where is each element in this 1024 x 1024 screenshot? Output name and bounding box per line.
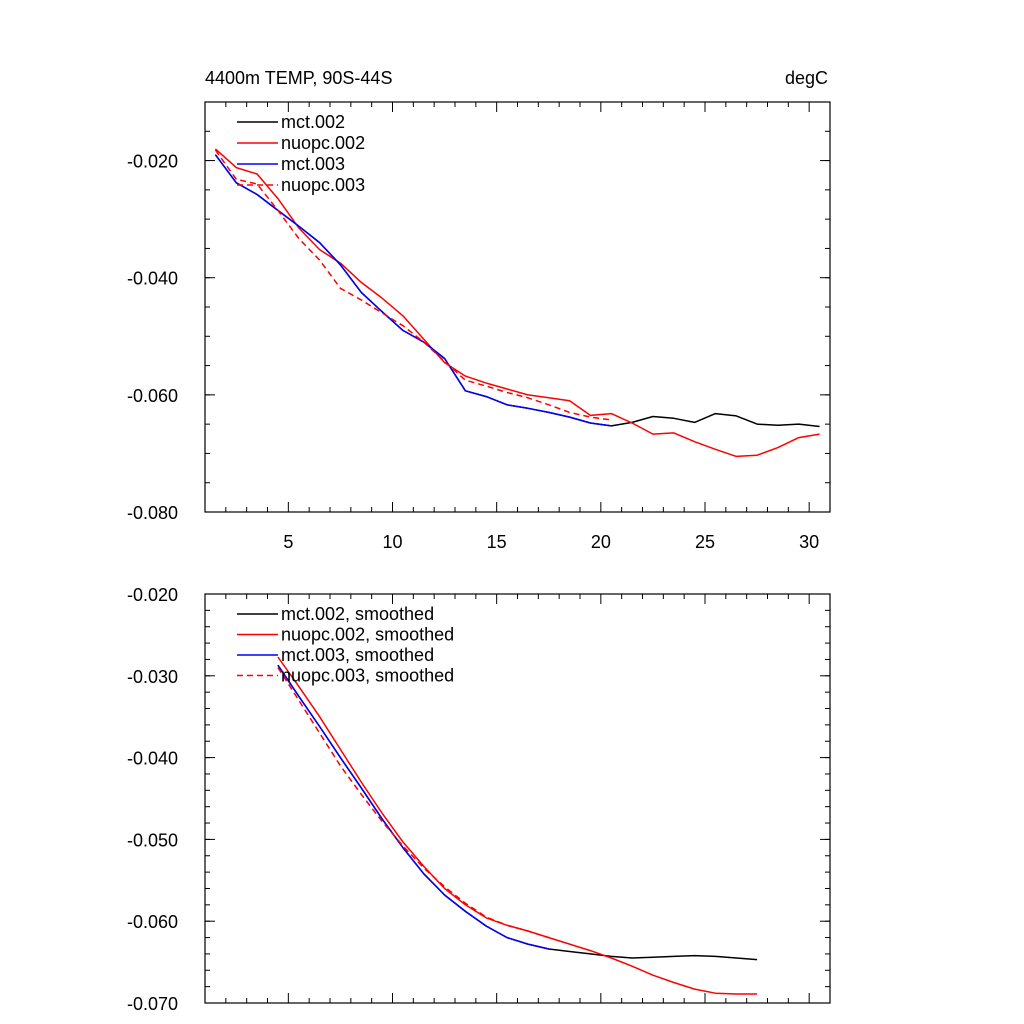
top-panel-plot: 5 10 15 20 25 30 -0.080 -0.060 -0.040 -0.020 mct.0… [127,101,831,552]
series-line-mct-002 [214,154,820,428]
y-tick-label: -0.060 [127,912,178,932]
chart-title: 4400m TEMP, 90S-44S [205,68,392,88]
legend-label: mct.002, smoothed [281,604,434,624]
y-tick-label: -0.060 [127,386,178,406]
x-tick-label: 20 [591,532,611,552]
y-tick-label: -0.020 [127,152,178,172]
y-tick-label: -0.050 [127,830,178,850]
y-tick-label: -0.040 [127,749,178,769]
legend-label: mct.003, smoothed [281,645,434,665]
y-tick-label: -0.020 [127,585,178,605]
series-line-mct-002-smoothed [277,664,758,961]
legend-label: nuopc.002 [281,133,365,153]
x-tick-label: 15 [487,532,507,552]
x-tick-label: 25 [695,532,715,552]
x-tick-label: 30 [799,532,819,552]
y-tick-label: -0.080 [127,503,178,523]
legend-label: nuopc.003 [281,175,365,195]
y-tick-label: -0.070 [127,994,178,1014]
legend-label: nuopc.002, smoothed [281,625,454,645]
x-tick-label: 10 [382,532,402,552]
series-line-nuopc-003 [214,149,612,421]
x-tick-label: 5 [283,532,293,552]
legend-label: nuopc.003, smoothed [281,666,454,686]
series-line-nuopc-003-smoothed [277,667,550,939]
series-line-nuopc-002 [214,148,820,458]
legend-label: mct.003 [281,154,345,174]
series-line-nuopc-002-smoothed [277,656,758,995]
series-line-mct-003 [214,154,612,427]
chart-units-label: degC [785,68,828,88]
y-tick-label: -0.040 [127,269,178,289]
series-line-mct-003-smoothed [277,664,549,950]
legend-label: mct.002 [281,112,345,132]
bottom-panel-plot: -0.070 -0.060 -0.050 -0.040 -0.030 -0.020 mct.… [127,585,831,1014]
y-tick-label: -0.030 [127,667,178,687]
